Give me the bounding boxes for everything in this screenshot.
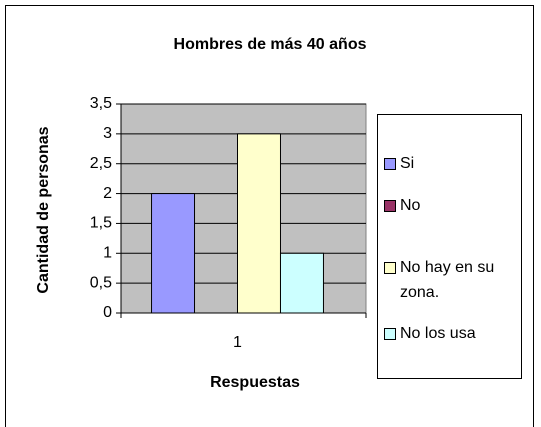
legend-label: No los usa [400, 325, 476, 342]
legend-swatch [384, 328, 396, 340]
legend-swatch [384, 200, 396, 212]
legend-entry: No hay en su zona. [384, 255, 514, 305]
x-tick-label: 1 [233, 334, 242, 351]
legend-swatch [384, 158, 396, 170]
y-tick-label: 1,5 [90, 215, 112, 232]
y-tick-label: 3 [103, 125, 112, 142]
bar [279, 252, 324, 314]
y-tick-label: 1 [103, 245, 112, 262]
legend: Si No No hay en su zona. No los usa [377, 114, 522, 379]
legend-label: No hay en su zona. [400, 259, 495, 301]
legend-swatch [384, 262, 396, 274]
legend-entry: No los usa [384, 321, 514, 346]
legend-label: Si [400, 155, 415, 172]
legend-label: No [400, 197, 421, 214]
bar [151, 193, 196, 314]
y-tick-label: 0,5 [90, 274, 112, 291]
y-tick-label: 2,5 [90, 155, 112, 172]
chart-title: Hombres de más 40 años [174, 36, 367, 53]
legend-entry: Si [384, 151, 514, 176]
y-tick-label: 0 [103, 304, 112, 321]
bar [237, 133, 281, 314]
legend-entry: No [384, 193, 514, 218]
y-tick-label: 2 [103, 185, 112, 202]
y-tick-label: 3,5 [90, 95, 112, 112]
y-axis-title: Cantidad de personas [35, 126, 52, 293]
x-axis-title: Respuestas [210, 374, 300, 391]
